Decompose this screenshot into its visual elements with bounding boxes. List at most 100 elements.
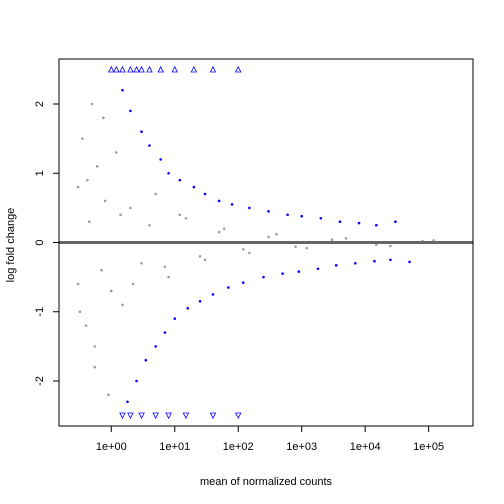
data-point	[163, 265, 167, 269]
data-point	[107, 393, 110, 397]
clipped-point-down	[234, 412, 242, 420]
y-tick-label: 2	[34, 101, 46, 107]
clipped-point-up	[190, 65, 198, 73]
data-point	[275, 232, 278, 236]
data-point	[217, 199, 221, 203]
data-point	[100, 268, 103, 272]
data-point	[163, 331, 167, 334]
data-point	[178, 178, 182, 182]
data-point	[227, 286, 230, 289]
data-point	[93, 365, 97, 369]
data-point	[344, 237, 348, 240]
data-point	[131, 282, 135, 286]
x-tick-label: 1e+01	[159, 441, 190, 453]
data-point	[267, 235, 270, 239]
clipped-point-down	[182, 412, 190, 420]
data-point	[148, 144, 151, 147]
data-point	[198, 300, 202, 303]
clipped-point-up	[171, 65, 179, 73]
data-point	[159, 158, 162, 161]
data-point	[173, 317, 177, 320]
data-point	[140, 130, 143, 134]
data-point	[115, 151, 118, 154]
data-point	[211, 293, 215, 296]
x-tick-label: 1e+04	[350, 441, 381, 453]
x-axis: 1e+00 1e+01 1e+02 1e+03 1e+04 1e+05	[96, 425, 444, 453]
data-point	[203, 258, 207, 262]
data-point	[119, 213, 122, 217]
clipped-point-down	[152, 412, 159, 420]
data-point	[389, 244, 392, 248]
data-point	[330, 238, 334, 242]
data-point	[267, 210, 270, 213]
clipped-point-up	[119, 65, 126, 73]
y-tick-label: -1	[34, 307, 46, 317]
data-point	[300, 214, 304, 218]
clipped-point-down	[209, 412, 217, 420]
data-point	[286, 213, 289, 217]
data-point	[186, 306, 190, 310]
data-point	[135, 379, 138, 383]
data-point	[148, 223, 151, 227]
data-point	[192, 185, 196, 189]
data-point	[121, 303, 124, 307]
data-point	[305, 246, 309, 250]
data-point	[297, 270, 301, 273]
data-point	[121, 88, 124, 92]
data-point	[222, 227, 226, 230]
y-axis-title: log fold change	[5, 208, 17, 283]
data-point	[76, 185, 80, 189]
data-point	[294, 245, 297, 248]
data-point	[389, 258, 392, 262]
data-point	[167, 275, 170, 279]
data-point	[93, 345, 97, 348]
data-point	[84, 324, 88, 327]
data-point	[129, 206, 132, 210]
data-point	[241, 248, 245, 251]
data-point	[90, 102, 94, 106]
data-point	[248, 251, 251, 255]
clipped-point-up	[157, 65, 164, 73]
data-point	[154, 345, 157, 348]
data-point	[144, 358, 148, 362]
data-point	[167, 171, 170, 175]
data-point	[357, 221, 361, 225]
data-point	[394, 220, 397, 224]
x-tick-label: 1e+03	[286, 441, 317, 453]
y-tick-label: 1	[34, 170, 46, 176]
data-point	[103, 199, 107, 203]
x-tick-label: 1e+02	[223, 441, 254, 453]
data-point	[316, 267, 320, 271]
data-point	[203, 192, 207, 196]
y-axis: -2 -1 0 1 2	[34, 101, 60, 386]
y-tick-label: 0	[34, 239, 46, 245]
x-tick-label: 1e+05	[413, 441, 444, 453]
clipped-point-down	[119, 412, 126, 420]
data-point	[354, 261, 357, 265]
y-tick-label: -2	[34, 376, 46, 386]
clipped-point-up	[127, 65, 134, 73]
data-point	[140, 261, 143, 265]
clipped-point-up	[209, 65, 217, 73]
x-axis-title: mean of normalized counts	[200, 476, 333, 488]
data-point	[95, 165, 99, 168]
clipped-point-up	[108, 65, 115, 73]
data-point	[184, 216, 188, 220]
data-point	[241, 281, 245, 284]
clipped-point-up	[133, 65, 140, 73]
data-point	[126, 400, 129, 404]
data-point	[76, 282, 80, 286]
clipped-point-up	[146, 65, 153, 73]
clipped-point-down	[165, 412, 172, 420]
data-point	[109, 289, 113, 293]
data-point	[81, 137, 84, 140]
clipped-point-up	[113, 65, 120, 73]
data-point	[230, 203, 234, 206]
points-layer	[76, 65, 435, 420]
data-point	[178, 213, 182, 217]
data-point	[217, 230, 221, 234]
data-point	[78, 310, 82, 314]
